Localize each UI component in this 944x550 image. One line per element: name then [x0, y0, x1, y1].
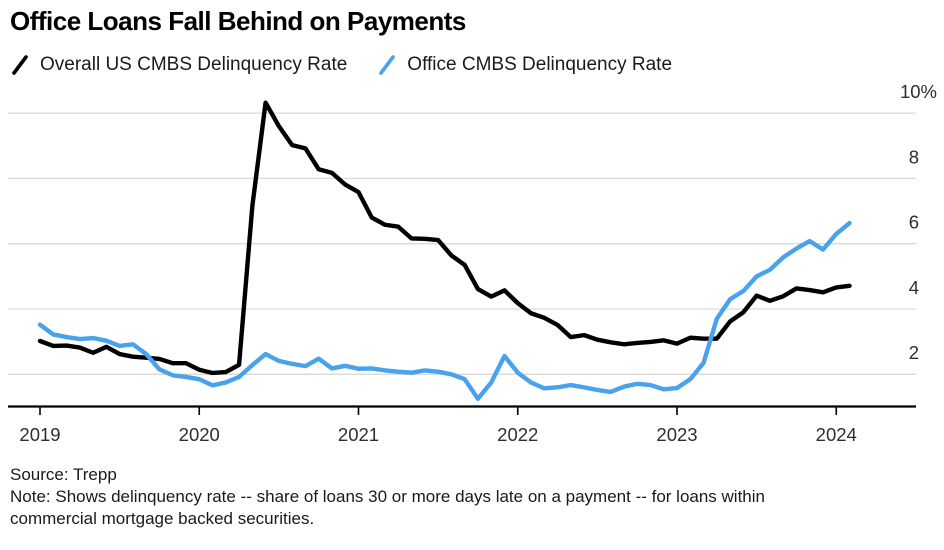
y-tick-label: 10%	[900, 81, 937, 102]
legend-label-office: Office CMBS Delinquency Rate	[407, 54, 673, 75]
legend-label-overall: Overall US CMBS Delinquency Rate	[40, 54, 348, 75]
series-line-office	[37, 220, 852, 401]
x-tick-label: 2023	[656, 424, 697, 445]
office-line-swatch-icon	[379, 55, 396, 75]
x-tick-label: 2024	[816, 424, 857, 445]
chart-footer: Source: Trepp Note: Shows delinquency ra…	[10, 464, 765, 530]
legend-item-overall: Overall US CMBS Delinquency Rate	[10, 53, 347, 77]
overall-line-swatch-icon	[12, 55, 28, 75]
source-note: Source: Trepp	[10, 465, 117, 484]
y-tick-label: 8	[909, 146, 919, 167]
chart-title: Office Loans Fall Behind on Payments	[10, 6, 466, 36]
series-line-overall	[37, 100, 852, 376]
note-line-1: Note: Shows delinquency rate -- share of…	[10, 487, 765, 506]
x-tick-label: 2021	[338, 424, 379, 445]
chart-legend: Overall US CMBS Delinquency Rate Office …	[10, 53, 672, 77]
x-tick-label: 2019	[19, 424, 60, 445]
legend-item-office: Office CMBS Delinquency Rate	[377, 53, 672, 77]
y-tick-label: 4	[909, 277, 919, 298]
note-line-2: commercial mortgage backed securities.	[10, 509, 315, 528]
y-tick-label: 2	[909, 342, 919, 363]
y-tick-label: 6	[909, 212, 919, 233]
x-tick-label: 2022	[497, 424, 538, 445]
x-tick-label: 2020	[179, 424, 220, 445]
